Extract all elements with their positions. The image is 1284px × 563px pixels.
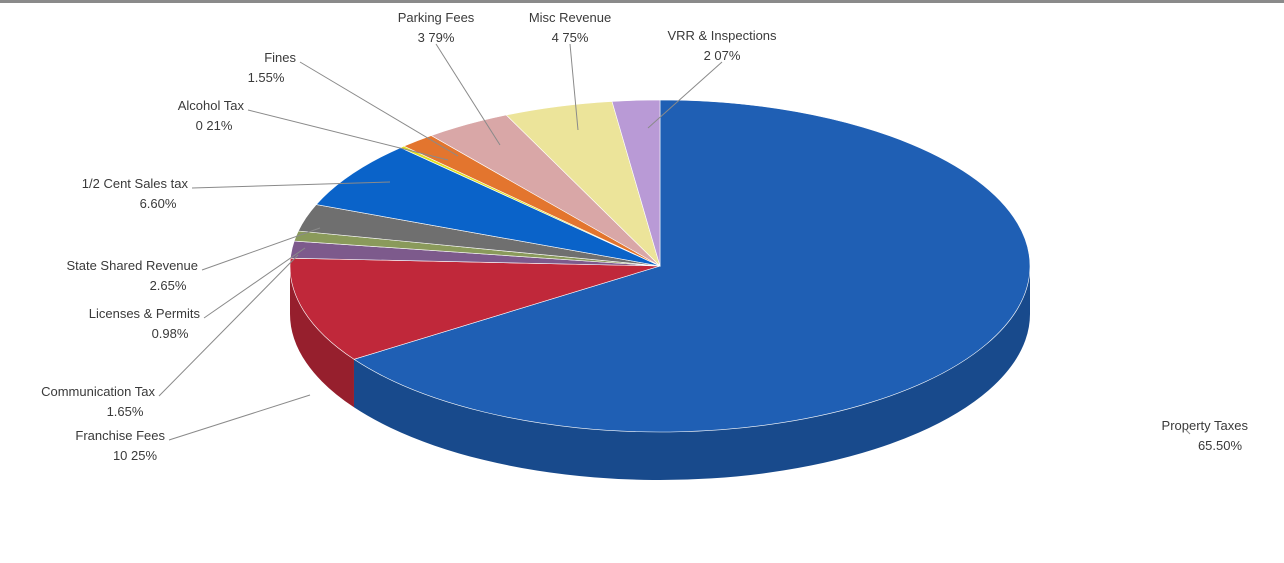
- pie-sides: [290, 266, 1030, 481]
- leader-line-0: [1185, 429, 1191, 435]
- leader-line-2: [158, 254, 299, 397]
- leader-line-6: [247, 109, 449, 161]
- leader-lines: [158, 43, 1191, 441]
- leader-line-9: [569, 43, 579, 131]
- leader-line-3: [203, 247, 306, 319]
- slice-side-0: [353, 266, 1030, 481]
- slice-value-9: 4 75%: [552, 30, 589, 45]
- slice-labels: Property Taxes 65.50% Franchise Fees 10 25%…: [41, 10, 1248, 463]
- slice-value-4: 2.65%: [150, 278, 187, 293]
- slice-label-8: Parking Fees: [398, 10, 475, 25]
- slice-label-4: State Shared Revenue: [66, 258, 198, 273]
- slice-label-2: Communication Tax: [41, 384, 155, 399]
- slice-label-5: 1/2 Cent Sales tax: [82, 176, 189, 191]
- slice-value-10: 2 07%: [704, 48, 741, 63]
- leader-line-1: [168, 394, 311, 441]
- slice-label-9: Misc Revenue: [529, 10, 611, 25]
- slice-side-1: [290, 266, 354, 408]
- slice-label-1: Franchise Fees: [75, 428, 165, 443]
- slice-value-3: 0.98%: [152, 326, 189, 341]
- slice-value-5: 6.60%: [140, 196, 177, 211]
- slice-label-10: VRR & Inspections: [667, 28, 777, 43]
- slice-value-1: 10 25%: [113, 448, 158, 463]
- slice-value-8: 3 79%: [418, 30, 455, 45]
- leader-line-5: [191, 181, 391, 189]
- slice-label-3: Licenses & Permits: [89, 306, 201, 321]
- top-divider: [0, 0, 1284, 3]
- slice-value-6: 0 21%: [196, 118, 233, 133]
- pie-slices: [289, 99, 1031, 433]
- slice-label-0: Property Taxes: [1162, 418, 1249, 433]
- leader-line-8: [435, 43, 501, 146]
- leader-line-10: [647, 61, 723, 129]
- slice-value-0: 65.50%: [1198, 438, 1243, 453]
- slice-label-6: Alcohol Tax: [178, 98, 245, 113]
- slice-10: [611, 99, 661, 267]
- slice-5: [315, 147, 661, 267]
- slice-value-7: 1.55%: [248, 70, 285, 85]
- slice-1: [289, 257, 661, 360]
- leader-line-7: [299, 61, 459, 157]
- slice-value-2: 1.65%: [107, 404, 144, 419]
- slice-label-7: Fines: [264, 50, 296, 65]
- slice-0: [353, 99, 1031, 433]
- leader-line-4: [201, 227, 321, 271]
